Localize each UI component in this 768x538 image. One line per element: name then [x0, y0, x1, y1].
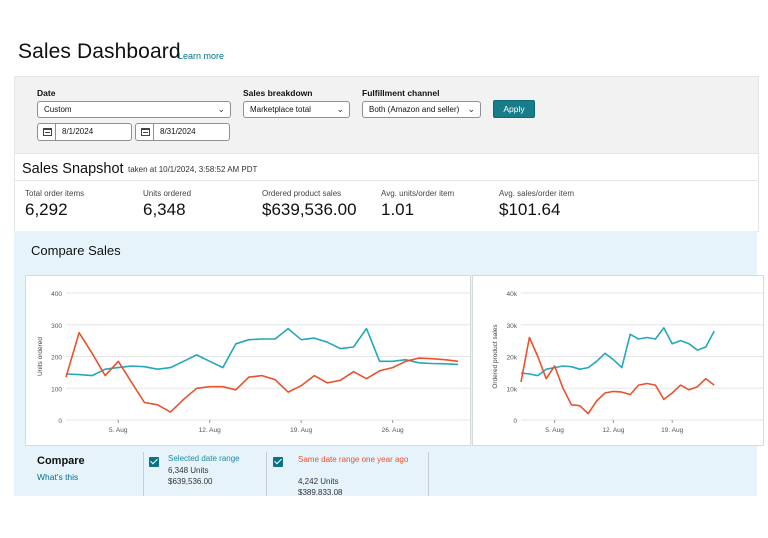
divider: [14, 180, 757, 181]
snapshot-timestamp: taken at 10/1/2024, 3:58:52 AM PDT: [128, 165, 258, 174]
y-tick-label: 400: [51, 291, 62, 298]
divider: [143, 452, 144, 496]
learn-more-link[interactable]: Learn more: [178, 51, 225, 61]
y-tick-label: 20k: [507, 355, 518, 362]
metric-label: Avg. units/order item: [381, 189, 455, 198]
metric-label: Total order items: [25, 189, 85, 198]
metric-value: $639,536.00: [262, 200, 357, 219]
date-range-select[interactable]: Custom ⌄: [37, 101, 231, 118]
metric-value: 6,348: [143, 200, 186, 219]
divider: [428, 452, 429, 496]
y-tick-label: 10k: [507, 386, 518, 393]
metric-value: 1.01: [381, 200, 415, 219]
y-tick-label: 100: [51, 386, 62, 393]
fulfillment-select[interactable]: Both (Amazon and seller) ⌄: [362, 101, 481, 118]
sales-snapshot-panel: [14, 153, 759, 232]
selected-range-label: Selected date range: [168, 454, 240, 463]
series-line-selected: [520, 327, 715, 377]
y-axis-label: Units ordered: [37, 337, 44, 376]
snapshot-title: Sales Snapshot: [22, 161, 124, 177]
previous-range-sales: $389,833.08: [298, 488, 343, 495]
sales-chart-card: 0 10k 20k 30k 40k Ordered product sales 5. Aug…: [472, 275, 768, 446]
y-tick-label: 200: [51, 355, 62, 362]
y-tick-label: 40k: [507, 291, 518, 298]
metric-label: Ordered product sales: [262, 189, 342, 198]
compare-legend-title: Compare: [37, 455, 85, 467]
x-tick-label: 5. Aug: [109, 427, 128, 434]
x-tick-label: 12. Aug: [602, 427, 624, 434]
end-date-field[interactable]: 8/31/2024: [135, 123, 230, 141]
start-date-field[interactable]: 8/1/2024: [37, 123, 132, 141]
sales-breakdown-select[interactable]: Marketplace total ⌄: [243, 101, 350, 118]
checkbox-checked-icon[interactable]: [273, 457, 283, 467]
divider: [266, 452, 267, 496]
x-tick-label: 26. Aug: [382, 427, 404, 434]
sales-breakdown-value: Marketplace total: [250, 105, 311, 114]
page-title: Sales Dashboard: [18, 40, 181, 63]
ordered-product-sales-chart: 0 10k 20k 30k 40k Ordered product sales 5. Aug…: [492, 291, 768, 434]
y-axis-label: Ordered product sales: [492, 324, 499, 389]
y-tick-label: 0: [58, 418, 62, 425]
calendar-icon: [141, 128, 150, 136]
metric-label: Avg. sales/order item: [499, 189, 574, 198]
metric-value: $101.64: [499, 200, 561, 219]
apply-button[interactable]: Apply: [493, 100, 535, 118]
series-line-previous: [65, 331, 459, 413]
metric-label: Units ordered: [143, 189, 192, 198]
selected-range-units: 6,348 Units: [168, 466, 209, 475]
compare-sales-title: Compare Sales: [31, 243, 121, 258]
whats-this-link[interactable]: What's this: [37, 472, 79, 482]
fulfillment-value: Both (Amazon and seller): [369, 105, 460, 114]
checkbox-checked-icon[interactable]: [149, 457, 159, 467]
date-range-value: Custom: [44, 105, 72, 114]
y-tick-label: 30k: [507, 323, 518, 330]
metric-value: 6,292: [25, 200, 68, 219]
chevron-down-icon: ⌄: [467, 104, 475, 114]
series-line-selected: [65, 327, 459, 377]
units-ordered-chart: 0 100 200 300 400 Units ordered 5. Aug 12. Aug 1…: [37, 291, 478, 434]
x-tick-label: 5. Aug: [545, 427, 564, 434]
x-tick-label: 19. Aug: [661, 427, 683, 434]
y-tick-label: 0: [513, 418, 517, 425]
x-tick-label: 19. Aug: [290, 427, 312, 434]
sales-breakdown-label: Sales breakdown: [243, 88, 313, 98]
previous-range-label: Same date range one year ago: [298, 455, 409, 464]
previous-range-units: 4,242 Units: [298, 477, 339, 486]
fulfillment-label: Fulfillment channel: [362, 88, 440, 98]
series-line-previous: [520, 336, 715, 415]
chevron-down-icon: ⌄: [336, 104, 344, 114]
end-date-value: 8/31/2024: [160, 127, 196, 136]
chevron-down-icon: ⌄: [217, 104, 225, 114]
calendar-icon: [43, 128, 52, 136]
units-chart-card: 0 100 200 300 400 Units ordered 5. Aug 12. Aug 1…: [25, 275, 478, 446]
selected-range-sales: $639,536.00: [168, 477, 213, 486]
date-label: Date: [37, 88, 56, 98]
y-tick-label: 300: [51, 323, 62, 330]
x-tick-label: 12. Aug: [199, 427, 221, 434]
start-date-value: 8/1/2024: [62, 127, 94, 136]
